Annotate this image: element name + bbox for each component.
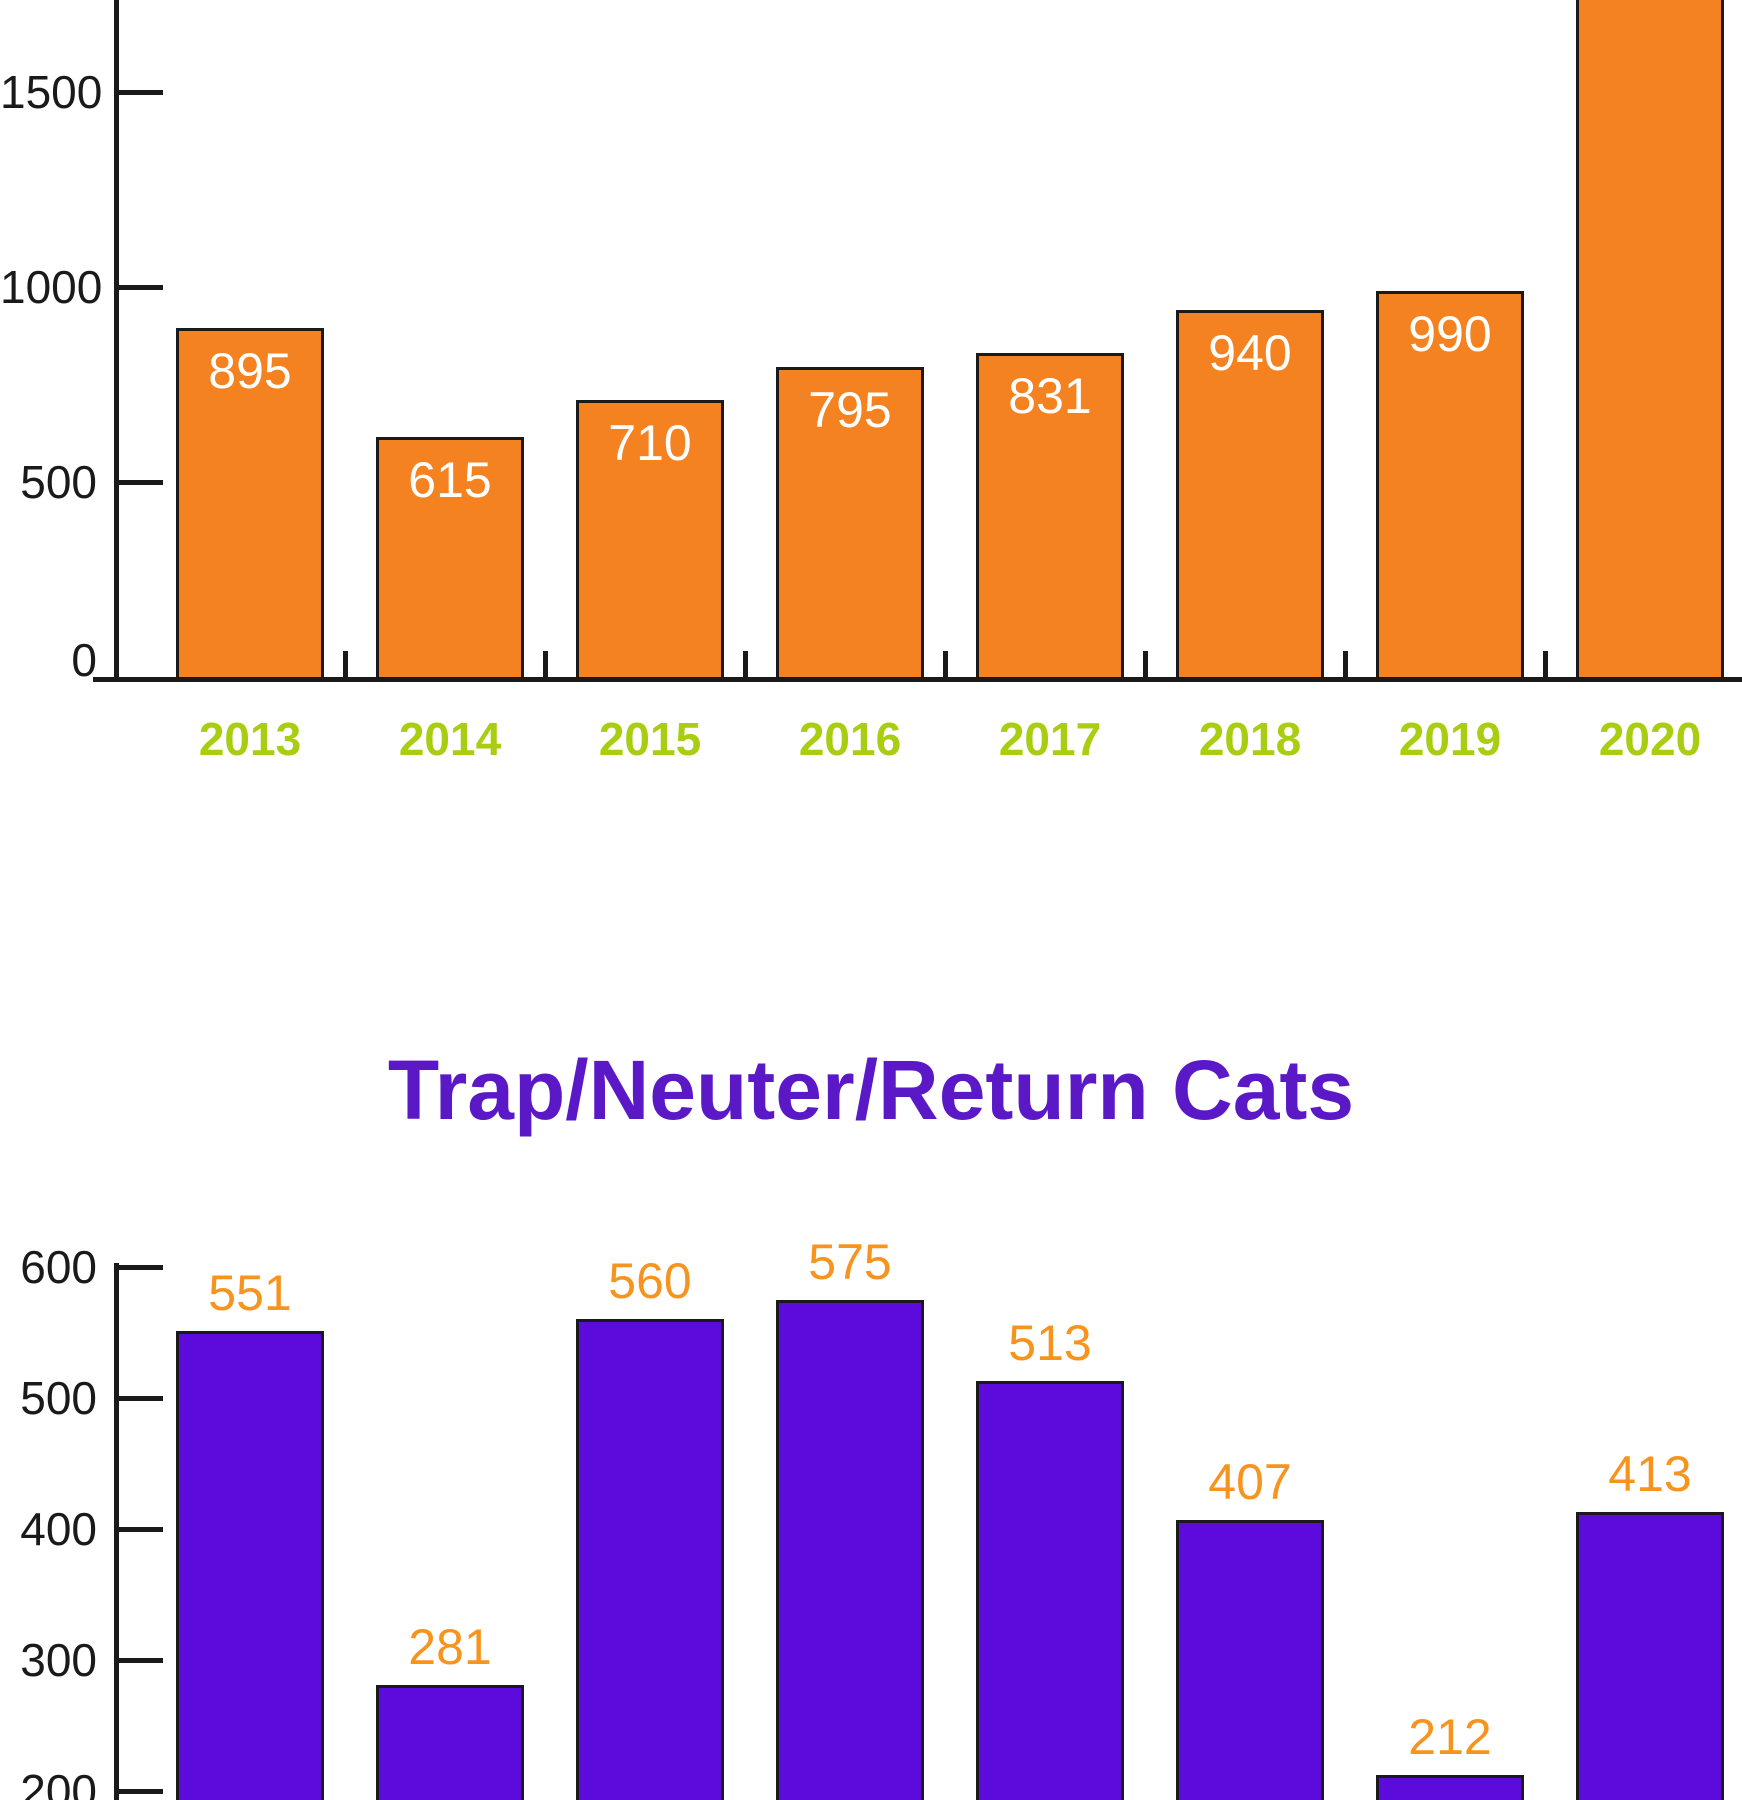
tnr-y-tick-label-400: 400 — [20, 1503, 97, 1555]
tnr-y-tick-dash-300 — [119, 1658, 163, 1663]
top-y-axis-line — [114, 0, 119, 682]
top-y-tick-dash-1500 — [119, 90, 163, 95]
bar-value-label-2017: 831 — [1008, 367, 1092, 424]
top-x-axis-tick-3 — [943, 651, 948, 677]
top-x-axis-tick-4 — [1143, 651, 1148, 677]
tnr-bar-4 — [776, 1299, 924, 1800]
tnr-y-axis-line — [114, 1263, 119, 1800]
tnr-bar-6 — [1176, 1519, 1324, 1800]
bar-2020 — [1576, 0, 1724, 680]
tnr-y-tick-label-300: 300 — [20, 1634, 97, 1686]
top-x-axis-tick-0 — [343, 651, 348, 677]
bar-2017 — [976, 352, 1124, 680]
tnr-bar-value-label-6: 407 — [1208, 1453, 1292, 1510]
tnr-y-tick-label-500: 500 — [20, 1372, 97, 1424]
bar-2014 — [376, 437, 524, 680]
bar-value-label-2016: 795 — [808, 381, 892, 438]
year-label-2017: 2017 — [998, 713, 1102, 765]
bar-value-label-2014: 615 — [408, 452, 492, 509]
top-x-axis-tick-2 — [743, 651, 748, 677]
bar-value-label-2019: 990 — [1408, 305, 1492, 362]
tnr-bar-value-label-1: 551 — [208, 1265, 292, 1322]
tnr-bar-value-label-4: 575 — [808, 1233, 892, 1290]
tnr-bar-7 — [1376, 1775, 1524, 1800]
year-label-2013: 2013 — [198, 713, 302, 765]
tnr-bar-value-label-8: 413 — [1608, 1445, 1692, 1502]
top-y-tick-dash-500 — [119, 480, 163, 485]
top-y-tick-label-1000: 1000 — [0, 261, 103, 313]
top-y-tick-label-500: 500 — [20, 456, 97, 508]
top-y-tick-label-0: 0 — [71, 634, 97, 686]
bar-2016 — [776, 366, 924, 680]
year-label-2020: 2020 — [1598, 713, 1702, 765]
top-x-axis-tick-1 — [543, 651, 548, 677]
year-label-2016: 2016 — [798, 713, 902, 765]
tnr-bar-8 — [1576, 1511, 1724, 1800]
tnr-bar-5 — [976, 1380, 1124, 1800]
tnr-bar-value-label-7: 212 — [1408, 1709, 1492, 1766]
bar-2018 — [1176, 310, 1324, 680]
tnr-y-tick-label-200: 200 — [20, 1765, 97, 1800]
top-x-axis-tick-6 — [1543, 651, 1548, 677]
year-label-2018: 2018 — [1198, 713, 1302, 765]
bar-2019 — [1376, 290, 1524, 680]
top-y-tick-label-1500: 1500 — [0, 66, 103, 118]
tnr-y-tick-dash-600 — [119, 1265, 163, 1270]
year-label-2015: 2015 — [598, 713, 702, 765]
tnr-bar-3 — [576, 1319, 724, 1800]
year-label-2019: 2019 — [1398, 713, 1502, 765]
bar-2013 — [176, 327, 324, 680]
tnr-bar-value-label-2: 281 — [408, 1618, 492, 1675]
top-y-tick-dash-1000 — [119, 285, 163, 290]
tnr-y-tick-label-600: 600 — [20, 1241, 97, 1293]
tnr-y-tick-dash-400 — [119, 1527, 163, 1532]
tnr-bar-value-label-3: 560 — [608, 1253, 692, 1310]
bar-value-label-2015: 710 — [608, 415, 692, 472]
tnr-y-tick-dash-200 — [119, 1789, 163, 1794]
tnr-bar-value-label-5: 513 — [1008, 1314, 1092, 1371]
tnr-bar-2 — [376, 1684, 524, 1800]
tnr-chart-title: Trap/Neuter/Return Cats — [387, 1043, 1355, 1137]
top-x-axis-tick-5 — [1343, 651, 1348, 677]
tnr-bar-1 — [176, 1331, 324, 1800]
bar-value-label-2013: 895 — [208, 342, 292, 399]
bar-2015 — [576, 400, 724, 680]
bar-value-label-2018: 940 — [1208, 325, 1292, 382]
year-label-2014: 2014 — [398, 713, 502, 765]
tnr-y-tick-dash-500 — [119, 1396, 163, 1401]
